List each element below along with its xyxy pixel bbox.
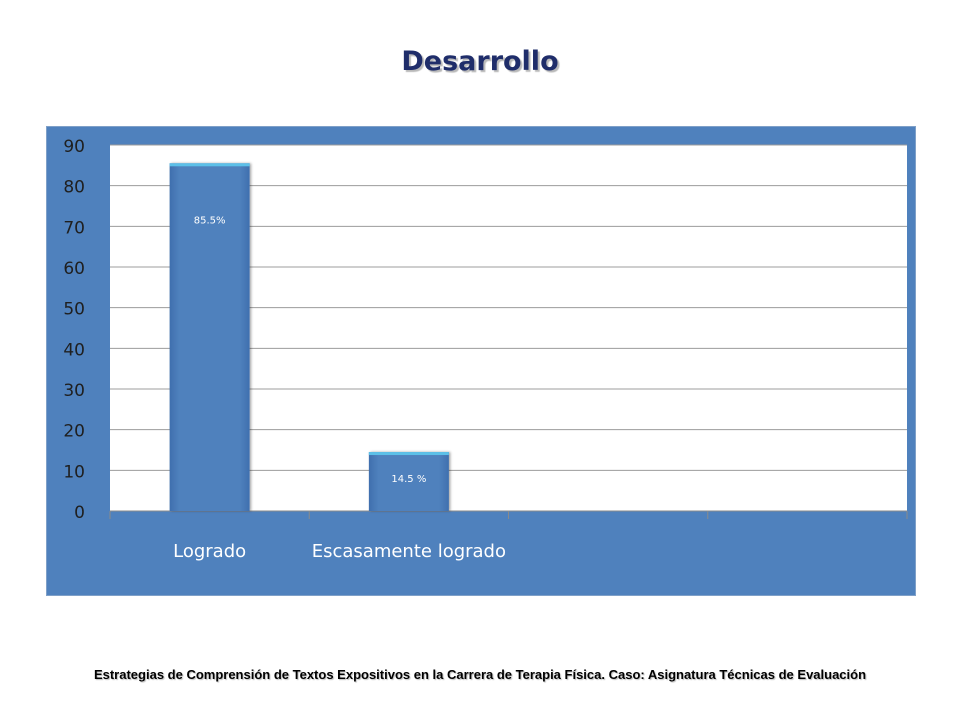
bar xyxy=(368,452,449,511)
y-tick-label: 90 xyxy=(63,137,85,157)
bar-top xyxy=(368,452,449,456)
bar-top xyxy=(169,163,250,167)
y-tick-label: 40 xyxy=(63,340,85,360)
slide-title: Desarrollo xyxy=(401,46,559,77)
data-label: 85.5% xyxy=(194,215,226,226)
slide-footer: Estrategias de Comprensión de Textos Exp… xyxy=(93,667,867,682)
data-label: 14.5 % xyxy=(391,474,426,485)
y-tick-label: 70 xyxy=(63,218,85,238)
y-tick-label: 20 xyxy=(63,422,85,442)
bar xyxy=(169,163,250,512)
y-tick-label: 80 xyxy=(63,178,85,198)
x-category-label: Escasamente logrado xyxy=(312,541,506,562)
x-category-label: Logrado xyxy=(173,541,246,562)
bar-chart: 0 10 20 30 40 50 60 70 80 90 85.5% 14.5 % Logrado Esc… xyxy=(63,137,908,562)
y-tick-label: 10 xyxy=(63,462,85,482)
y-tick-label: 50 xyxy=(63,300,85,320)
y-tick-label: 30 xyxy=(63,381,85,401)
chart-frame: 0 10 20 30 40 50 60 70 80 90 85.5% 14.5 % Logrado Esc… xyxy=(46,126,916,596)
y-tick-label: 0 xyxy=(74,503,85,523)
y-tick-label: 60 xyxy=(63,259,85,279)
